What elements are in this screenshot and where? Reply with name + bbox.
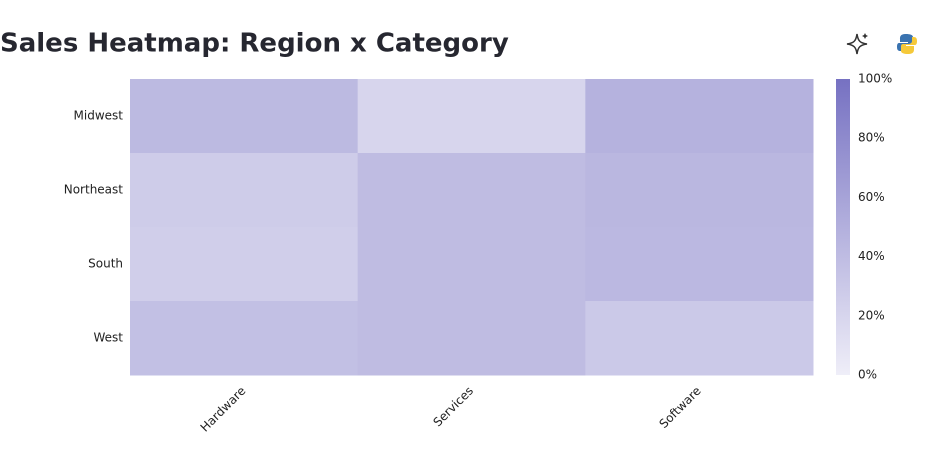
colorbar-tick-label: 60% <box>858 190 885 204</box>
heatmap-cell <box>585 227 814 302</box>
x-tick-label: Services <box>430 384 476 430</box>
y-tick-label: West <box>93 331 123 345</box>
chart-title: Sales Heatmap: Region x Category <box>0 29 509 59</box>
x-tick-label: Software <box>656 384 703 431</box>
colorbar <box>836 79 850 375</box>
y-tick-label: Northeast <box>64 183 124 197</box>
heatmap-cell <box>357 79 586 154</box>
heatmap-cell <box>357 227 586 302</box>
heatmap-cell <box>357 153 586 228</box>
colorbar-tick-label: 80% <box>858 131 885 145</box>
python-icon[interactable] <box>897 34 917 54</box>
x-tick-label: Hardware <box>198 384 249 435</box>
heatmap-cell <box>130 301 359 376</box>
heatmap-cell <box>585 301 814 376</box>
heatmap-cell <box>585 153 814 228</box>
heatmap-cell <box>130 153 359 228</box>
heatmap-cell <box>130 79 359 154</box>
colorbar-tick-label: 40% <box>858 249 885 263</box>
ai-icon[interactable] <box>846 33 868 55</box>
colorbar-tick-label: 100% <box>858 72 892 86</box>
heatmap-cell <box>357 301 586 376</box>
heatmap-cell <box>585 79 814 154</box>
colorbar-tick-label: 20% <box>858 308 885 322</box>
y-tick-label: South <box>88 257 123 271</box>
heatmap-cell <box>130 227 359 302</box>
y-tick-label: Midwest <box>74 109 124 123</box>
colorbar-tick-label: 0% <box>858 368 877 382</box>
